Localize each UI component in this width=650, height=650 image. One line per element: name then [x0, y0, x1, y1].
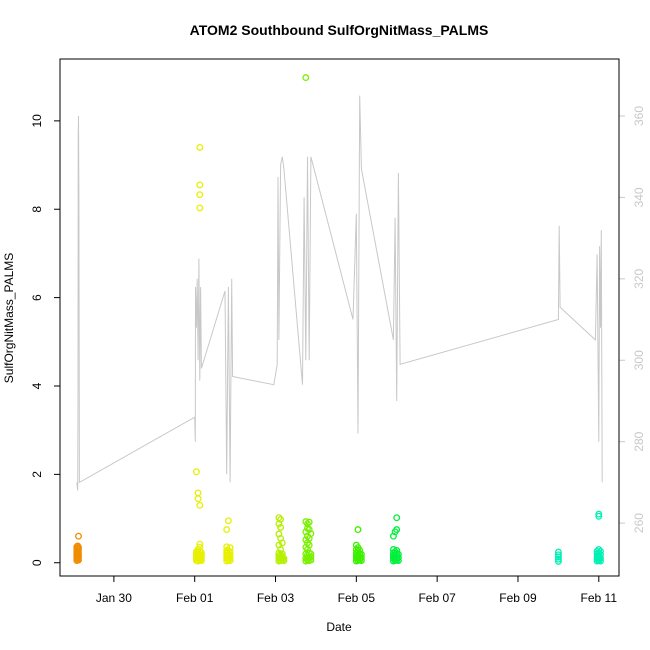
data-point [196, 191, 204, 199]
x-tick-label: Feb 05 [338, 591, 376, 605]
y2-tick-label: 320 [632, 268, 646, 288]
data-point [196, 501, 204, 509]
x-axis-label: Date [326, 620, 352, 634]
data-point [357, 553, 365, 561]
data-point [75, 543, 82, 551]
data-point [196, 540, 204, 548]
y2-tick-label: 360 [632, 106, 646, 126]
data-point [554, 557, 562, 565]
y-tick-label: 4 [30, 382, 44, 389]
y2-tick-label: 260 [632, 513, 646, 533]
data-point [393, 514, 401, 522]
data-point [595, 510, 603, 518]
y-tick-label: 8 [30, 206, 44, 213]
x-tick-label: Feb 09 [499, 591, 537, 605]
data-point [280, 554, 288, 562]
data-point [196, 547, 204, 555]
y2-tick-label: 340 [632, 187, 646, 207]
data-point [226, 544, 234, 552]
data-point [280, 557, 288, 564]
data-point [75, 556, 82, 564]
y-tick-label: 10 [30, 114, 44, 128]
y-tick-label: 2 [30, 471, 44, 478]
data-point [278, 539, 286, 547]
data-point [197, 551, 205, 559]
data-point [75, 546, 82, 553]
data-point [554, 555, 562, 563]
data-point [277, 523, 285, 531]
data-point [597, 547, 604, 555]
secondary-line-layer [76, 95, 603, 491]
data-point [595, 512, 603, 520]
data-point [194, 489, 202, 497]
axes-layer: Jan 30 Feb 01 Feb 03 Feb 05 Feb 07 Feb 09 Feb … [30, 106, 646, 605]
data-point [554, 553, 562, 561]
data-point [304, 524, 311, 532]
x-tick-label: Jan 30 [96, 591, 132, 605]
plot-frame [59, 58, 620, 577]
data-point [223, 526, 231, 534]
data-point [223, 543, 231, 551]
data-point [554, 551, 562, 559]
data-point [307, 553, 315, 561]
data-point [196, 181, 204, 189]
data-point [394, 553, 402, 561]
data-point [597, 554, 604, 562]
y2-tick-label: 300 [632, 350, 646, 370]
data-point [394, 550, 402, 558]
data-point [278, 550, 286, 558]
chart-title: ATOM2 Southbound SulfOrgNitMass_PALMS [190, 22, 489, 38]
data-point [278, 553, 286, 561]
y-axis-label: SulfOrgNitMass_PALMS [2, 253, 16, 383]
data-point [357, 550, 365, 558]
data-point [75, 532, 82, 540]
x-tick-label: Feb 03 [257, 591, 295, 605]
data-point [356, 546, 364, 554]
y-tick-label: 6 [30, 294, 44, 301]
data-point [196, 204, 204, 212]
data-point [305, 541, 313, 549]
data-point [75, 548, 82, 556]
data-point [307, 530, 315, 538]
y-tick-label: 0 [30, 559, 44, 566]
scatter-points-layer [73, 74, 604, 565]
data-point [224, 517, 232, 525]
data-point [226, 548, 234, 556]
data-point [302, 74, 310, 82]
data-point [192, 468, 200, 476]
data-point [305, 518, 313, 526]
x-tick-label: Feb 07 [418, 591, 456, 605]
data-point [275, 514, 283, 522]
data-point [393, 546, 401, 554]
data-point [393, 526, 401, 534]
data-point [597, 551, 604, 559]
y2-tick-label: 280 [632, 431, 646, 451]
data-point [277, 515, 285, 523]
data-point [554, 548, 562, 556]
x-tick-label: Feb 01 [176, 591, 214, 605]
data-point [226, 551, 234, 559]
data-point [197, 549, 205, 557]
secondary-series-line [76, 95, 603, 491]
data-point [305, 526, 313, 534]
data-point [354, 526, 362, 534]
x-tick-label: Feb 11 [581, 591, 618, 605]
data-point [196, 143, 204, 151]
data-point [307, 550, 315, 558]
